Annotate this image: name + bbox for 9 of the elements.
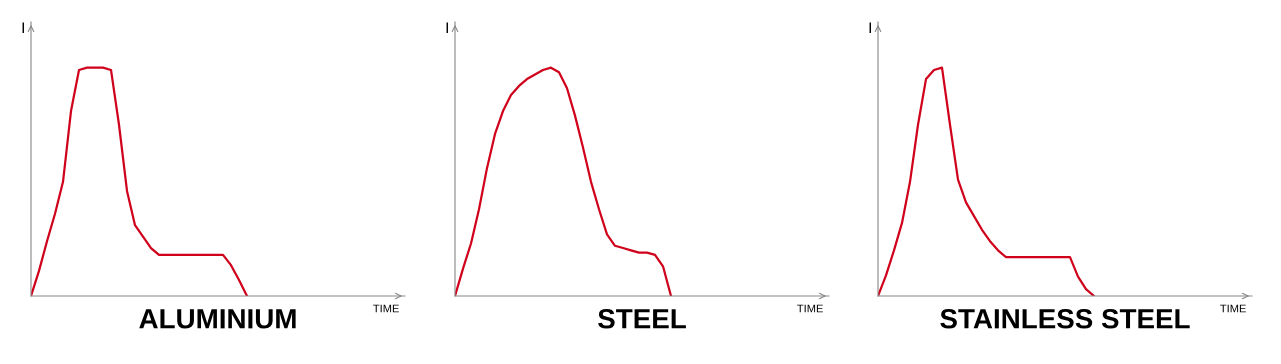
x-axis-title: TIME [1220,304,1246,313]
y-axis-title: I [869,22,871,34]
text: STEEL [598,308,686,329]
text: STAINLESS STEEL [940,308,1190,329]
x-axis-title: TIME [373,304,399,313]
text: ALUMINIUM [139,309,296,329]
y-axis-title: I [22,22,24,34]
y-axis-title: I [446,22,448,34]
x-axis-title: TIME [797,304,823,313]
